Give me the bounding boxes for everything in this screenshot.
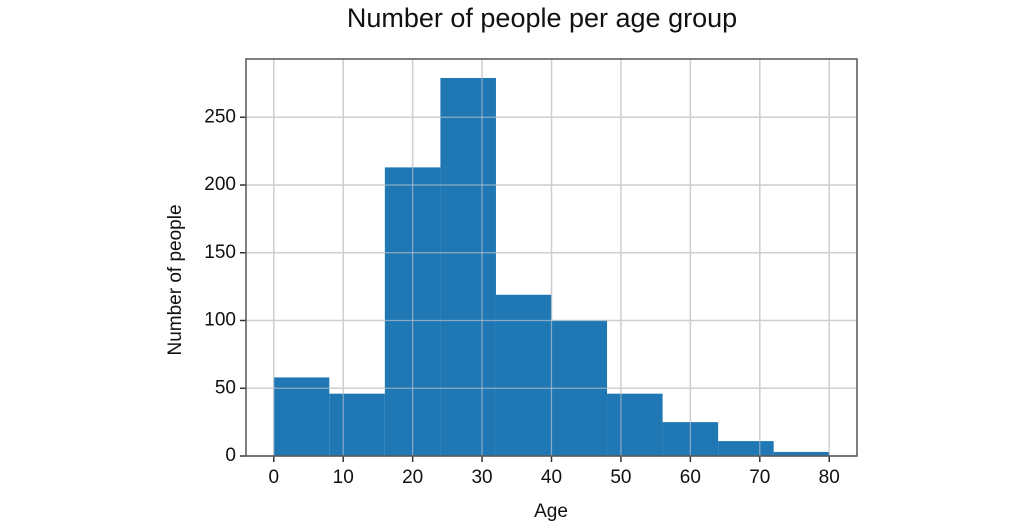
y-tick-label: 100 bbox=[204, 310, 236, 331]
x-tick-label: 40 bbox=[541, 467, 562, 488]
bar bbox=[329, 393, 385, 456]
x-tick-label: 0 bbox=[268, 467, 279, 488]
x-tick-label: 60 bbox=[680, 467, 701, 488]
x-tick-label: 70 bbox=[749, 467, 770, 488]
bar bbox=[495, 294, 552, 456]
y-tick-label: 0 bbox=[225, 445, 236, 466]
y-axis-label: Number of people bbox=[165, 204, 186, 355]
bar bbox=[718, 441, 774, 456]
y-tick-label: 200 bbox=[204, 174, 236, 195]
chart-title: Number of people per age group bbox=[347, 3, 737, 33]
x-tick-label: 30 bbox=[471, 467, 492, 488]
bar bbox=[773, 451, 830, 456]
y-tick-label: 50 bbox=[215, 377, 236, 398]
x-tick-label: 80 bbox=[819, 467, 840, 488]
x-tick-label: 50 bbox=[610, 467, 631, 488]
y-tick-label: 250 bbox=[204, 106, 236, 127]
x-axis-label: Age bbox=[534, 501, 568, 522]
plot-frame bbox=[245, 58, 858, 457]
bar bbox=[607, 393, 663, 456]
x-tick-label: 20 bbox=[402, 467, 423, 488]
bar bbox=[440, 77, 496, 456]
x-tick-label: 10 bbox=[333, 467, 354, 488]
y-tick-label: 150 bbox=[204, 242, 236, 263]
bar bbox=[273, 377, 330, 456]
